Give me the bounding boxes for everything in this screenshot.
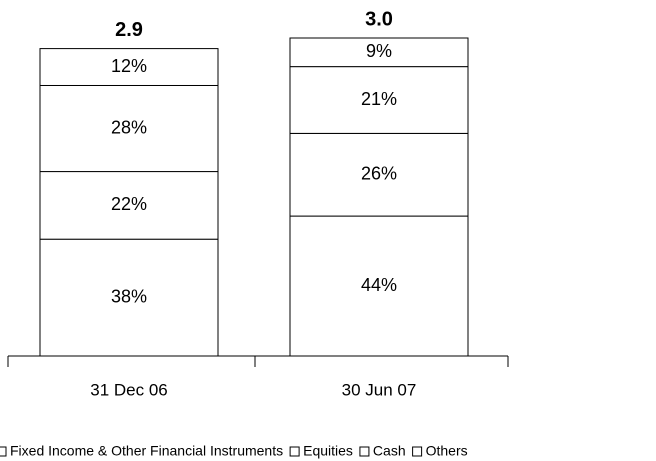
bar-segment bbox=[289, 215, 469, 357]
x-tick-label: 31 Dec 06 bbox=[90, 380, 168, 399]
segment-label: 21% bbox=[361, 89, 397, 109]
legend-swatch bbox=[412, 446, 423, 457]
segment-label: 9% bbox=[366, 41, 392, 61]
x-tick-label: 30 Jun 07 bbox=[342, 380, 417, 399]
legend-swatch bbox=[0, 446, 7, 457]
segment-label: 26% bbox=[361, 163, 397, 183]
legend-label: Fixed Income & Other Financial Instrumen… bbox=[10, 443, 283, 459]
bar-segment bbox=[289, 37, 469, 68]
segment-label: 28% bbox=[111, 117, 147, 137]
legend-label: Equities bbox=[303, 443, 353, 459]
legend-swatch bbox=[359, 446, 370, 457]
legend-label: Cash bbox=[373, 443, 406, 459]
bar-segment bbox=[39, 238, 219, 357]
segment-label: 44% bbox=[361, 275, 397, 295]
legend-swatch bbox=[289, 446, 300, 457]
bar-segment bbox=[39, 48, 219, 86]
total-label: 2.9 bbox=[115, 19, 143, 41]
segment-label: 12% bbox=[111, 56, 147, 76]
total-label: 3.0 bbox=[365, 8, 393, 30]
legend-label: Others bbox=[426, 443, 468, 459]
segment-label: 22% bbox=[111, 194, 147, 214]
bar-segment bbox=[289, 66, 469, 134]
bar-segment bbox=[39, 171, 219, 240]
segment-label: 38% bbox=[111, 286, 147, 306]
bar-segment bbox=[289, 132, 469, 217]
